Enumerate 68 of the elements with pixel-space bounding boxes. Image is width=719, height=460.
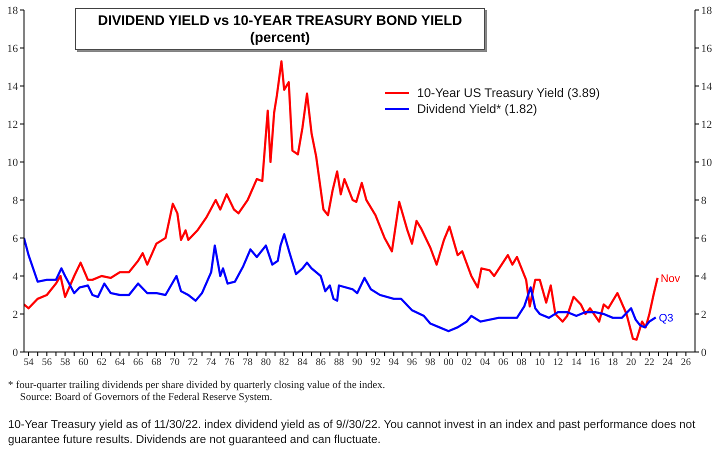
x-tick-label: 16 [590, 357, 600, 368]
x-tick-label: 08 [516, 357, 527, 368]
y2-tick-label: 18 [701, 4, 712, 17]
x-tick-label: 96 [406, 357, 417, 368]
x-tick-label: 54 [24, 357, 34, 368]
x-tick-label: 74 [206, 357, 216, 368]
y-tick-label: 2 [12, 308, 18, 321]
line-series [24, 233, 657, 332]
x-tick-label: 94 [388, 357, 399, 368]
x-tick-label: 66 [133, 357, 144, 368]
x-tick-label: 14 [571, 357, 582, 368]
x-tick-label: 24 [662, 357, 673, 368]
y2-tick-label: 16 [701, 42, 712, 55]
x-tick-label: 82 [279, 357, 290, 368]
x-tick-label: 00 [444, 357, 454, 368]
y2-tick-label: 8 [701, 194, 707, 207]
y2-tick-label: 4 [701, 270, 707, 283]
y-tick-label: 10 [7, 156, 18, 169]
x-tick-label: 04 [480, 357, 490, 368]
y-tick-label: 18 [7, 4, 18, 17]
y-tick-label: 4 [12, 270, 18, 283]
x-tick-label: 12 [553, 357, 564, 368]
y-tick-label: 0 [12, 346, 18, 359]
y2-tick-label: 10 [701, 156, 712, 169]
legend-label: 10-Year US Treasury Yield (3.89) [417, 86, 600, 100]
x-tick-label: 62 [96, 357, 107, 368]
text: 10-Year Treasury yield as of 11/30/22. index dividend yield as of 9//30/22. You cannot invest in an index and past performance does not guarantee future results. Dividends are not guaranteed and can fluctuate. [8, 418, 696, 448]
y2-tick-label: 2 [701, 308, 706, 321]
y-tick-label: 6 [12, 232, 18, 245]
x-tick-label: 06 [498, 357, 508, 368]
x-tick-label: 72 [188, 357, 198, 368]
y2-tick-label: 12 [701, 118, 712, 131]
line-series [24, 60, 659, 341]
y2-tick-label: 14 [701, 80, 712, 93]
x-tick-label: 88 [334, 357, 344, 368]
x-tick-label: 80 [260, 357, 271, 368]
title-frame: DIVIDEND YIELD vs 10-YEAR TREASURY BOND YIELD (percent) [75, 8, 485, 50]
x-tick-label: 18 [608, 357, 618, 368]
x-tick-label: 64 [114, 357, 125, 368]
x-tick-label: 68 [151, 357, 162, 368]
x-tick-label: 60 [78, 357, 88, 368]
x-tick-label: 02 [462, 357, 472, 368]
y-tick-label: 16 [7, 42, 18, 55]
x-tick-label: 86 [316, 357, 326, 368]
x-tick-label: 70 [170, 357, 180, 368]
text: * four-quarter trailing dividends per share divided by quarterly closing value of the index. [8, 380, 386, 392]
x-tick-label: 76 [224, 357, 234, 368]
x-tick-label: 78 [242, 357, 253, 368]
y-tick-label: 8 [12, 194, 18, 207]
y-tick-label: 12 [7, 118, 18, 131]
x-tick-label: 90 [352, 357, 362, 368]
x-tick-label: 56 [42, 357, 52, 368]
x-tick-label: 20 [626, 357, 636, 368]
x-tick-label: 26 [680, 357, 691, 368]
source-note: Source: Board of Governors of the Federal Reserve System. [19, 392, 274, 404]
legend-label: Dividend Yield* (1.82) [417, 102, 538, 116]
y2-tick-label: 0 [701, 346, 707, 359]
x-tick-label: 84 [297, 357, 308, 368]
x-tick-label: 10 [534, 357, 545, 368]
x-tick-label: 92 [370, 357, 380, 368]
x-tick-label: 98 [425, 357, 436, 368]
x-tick-label: 58 [60, 357, 70, 368]
chart-title: DIVIDEND YIELD vs 10-YEAR TREASURY BOND YIELD [96, 12, 464, 29]
y2-tick-label: 6 [701, 232, 707, 245]
annotation: Q3 [658, 312, 674, 324]
annotation: Nov [660, 272, 681, 285]
y-tick-label: 14 [7, 80, 18, 93]
x-tick-label: 22 [644, 357, 654, 368]
